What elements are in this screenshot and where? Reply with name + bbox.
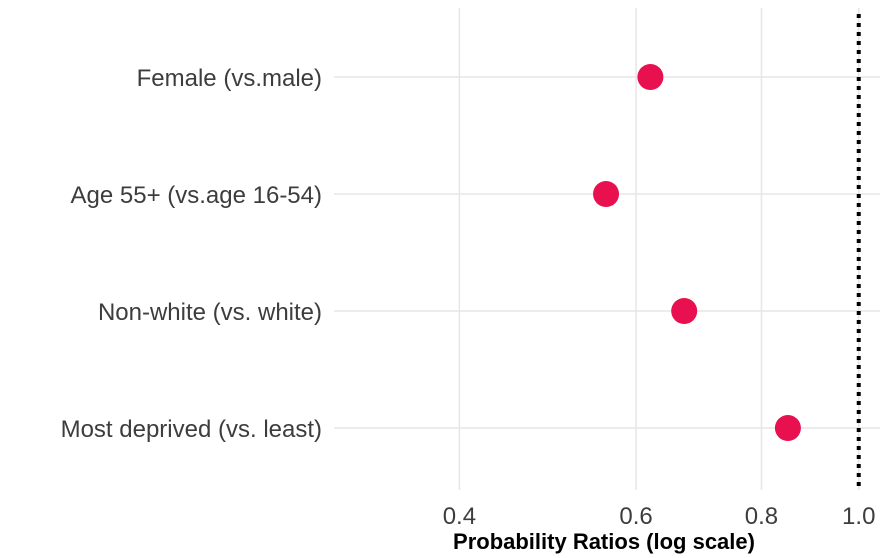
data-point-2	[671, 298, 698, 324]
point-layer	[593, 64, 801, 441]
x-tick-label-3: 1.0	[842, 503, 875, 530]
category-label-3: Most deprived (vs. least)	[61, 416, 322, 443]
x-tick-label-1: 0.6	[619, 503, 652, 530]
data-point-0	[637, 64, 664, 90]
grid-layer	[334, 8, 880, 490]
data-point-1	[593, 181, 620, 207]
category-label-layer: Female (vs.male) Age 55+ (vs.age 16-54) No…	[61, 65, 322, 443]
x-tick-label-0: 0.4	[443, 503, 476, 530]
category-label-0: Female (vs.male)	[137, 65, 322, 92]
tick-label-layer: 0.4 0.6 0.8 1.0	[443, 503, 876, 530]
data-point-3	[774, 415, 801, 441]
x-tick-label-2: 0.8	[745, 503, 778, 530]
category-label-2: Non-white (vs. white)	[98, 299, 322, 326]
x-axis-title: Probability Ratios (log scale)	[453, 529, 755, 554]
category-label-1: Age 55+ (vs.age 16-54)	[71, 182, 323, 209]
